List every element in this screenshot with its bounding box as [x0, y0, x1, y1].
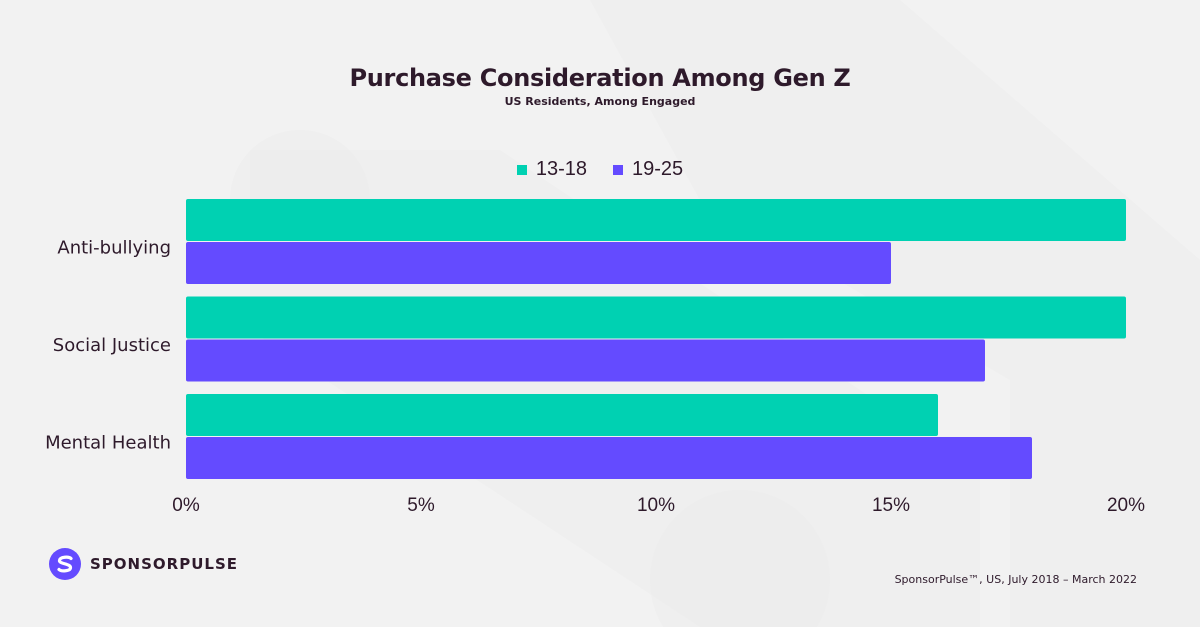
legend-item-13-18[interactable]: 13-18: [516, 158, 587, 181]
x-tick-label-10: 10%: [637, 495, 675, 516]
chart-title: Purchase Consideration Among Gen Z: [349, 64, 851, 92]
category-label-mental-health: Mental Health: [45, 433, 171, 454]
category-label-anti-bullying: Anti-bullying: [57, 238, 171, 259]
chart-subtitle: US Residents, Among Engaged: [504, 95, 696, 108]
bar-anti-bullying-13-18[interactable]: Anti-bullying (13-18): 20%: [186, 199, 1126, 241]
category-label-social-justice: Social Justice: [53, 335, 171, 356]
bar-mental-health-13-18[interactable]: Mental Health (13-18): 16%: [186, 394, 938, 436]
brand-name: SPONSORPULSE: [90, 555, 238, 573]
source-note: SponsorPulse™, US, July 2018 – March 202…: [894, 573, 1137, 586]
legend-item-19-25[interactable]: 19-25: [613, 158, 683, 181]
x-tick-label-20: 20%: [1107, 495, 1145, 516]
sponsorpulse-logo[interactable]: SPONSORPULSE: [49, 548, 238, 580]
legend-label-13-18: 13-18: [535, 158, 587, 180]
sponsorpulse-s-logo-icon: [49, 548, 81, 580]
bar-social-justice-13-18[interactable]: Social Justice (13-18): 20%: [186, 296, 1126, 339]
bar-mental-health-19-25[interactable]: Mental Health (19-25): 18%: [186, 437, 1032, 479]
x-tick-label-15: 15%: [872, 495, 910, 516]
chart-legend: 13-18 19-25: [0, 158, 1200, 181]
bar-anti-bullying-19-25[interactable]: Anti-bullying (19-25): 15%: [186, 242, 891, 284]
legend-swatch-19-25: [613, 164, 623, 175]
legend-swatch-13-18: [516, 164, 527, 175]
x-tick-label-5: 5%: [407, 495, 435, 516]
bar-social-justice-19-25[interactable]: Social Justice (19-25): 17%: [186, 339, 985, 382]
x-tick-label-0: 0%: [172, 495, 200, 516]
legend-label-19-25: 19-25: [632, 158, 684, 180]
